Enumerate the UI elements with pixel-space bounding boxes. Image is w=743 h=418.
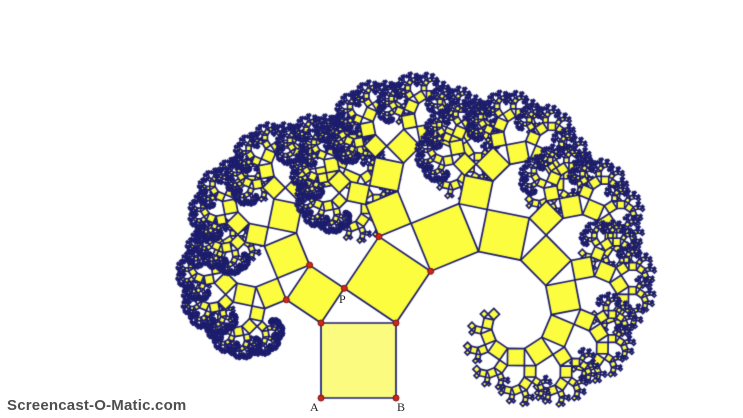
point-label-a: A [310,400,319,414]
point-label-p: P [339,292,346,306]
screencast-o-matic-watermark: Screencast-O-Matic.com [7,397,187,414]
point-label-b: B [397,400,406,414]
